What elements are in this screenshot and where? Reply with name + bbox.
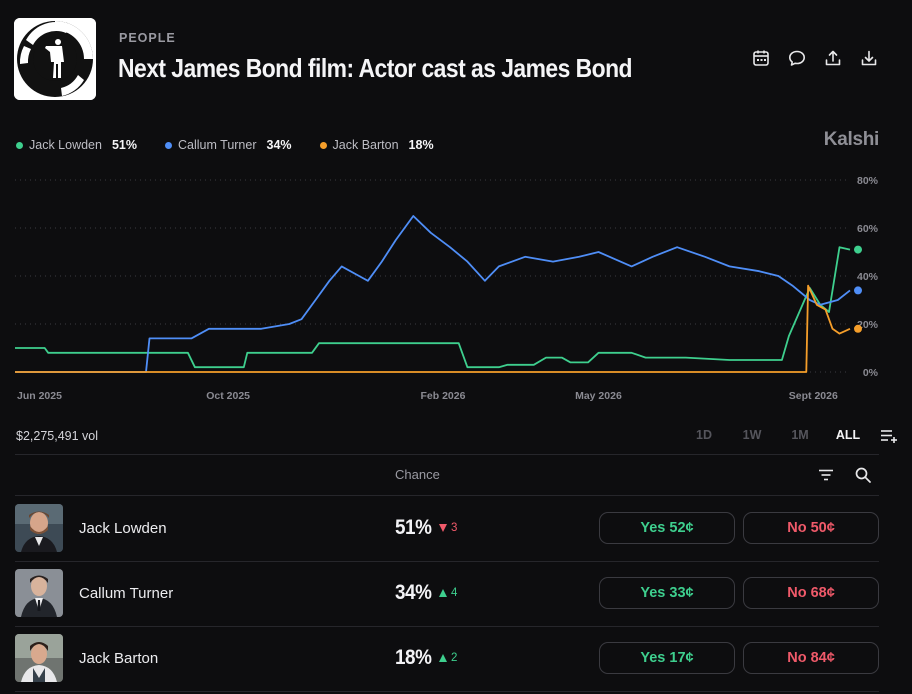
share-icon[interactable] xyxy=(824,49,842,67)
range-all[interactable]: ALL xyxy=(835,428,861,442)
market-title: Next James Bond film: Actor cast as Jame… xyxy=(118,53,633,83)
triangle-down-icon xyxy=(439,524,447,532)
y-tick-label: 60% xyxy=(857,223,879,235)
market-logo xyxy=(14,18,96,100)
legend-dot xyxy=(16,141,23,149)
series-end-point xyxy=(854,286,862,295)
legend-value: 34% xyxy=(266,138,292,152)
series-line-jack-barton xyxy=(15,284,851,373)
header-actions xyxy=(752,49,878,67)
y-tick-label: 40% xyxy=(857,271,879,283)
range-1m[interactable]: 1M xyxy=(791,428,809,442)
triangle-up-icon xyxy=(439,589,447,597)
series-end-point xyxy=(854,245,862,254)
legend-item-jack-lowden[interactable]: Jack Lowden 51% xyxy=(16,138,137,152)
x-tick-label: Jun 2025 xyxy=(17,390,62,402)
kalshi-brand-logo: Kalshi xyxy=(823,129,880,150)
calendar-icon[interactable] xyxy=(752,49,770,67)
outcome-name: Jack Lowden xyxy=(79,520,167,537)
sort-icon[interactable] xyxy=(818,468,834,482)
legend-value: 51% xyxy=(111,138,137,152)
chance-change-value: 3 xyxy=(451,522,458,534)
legend-name: Jack Barton xyxy=(332,138,399,152)
chance-change: 4 xyxy=(439,587,457,599)
buy-yes-button[interactable]: Yes 52¢ xyxy=(599,512,735,544)
market-category: PEOPLE xyxy=(119,31,176,45)
legend-name: Callum Turner xyxy=(178,138,257,152)
x-tick-label: Feb 2026 xyxy=(421,390,466,402)
table-row[interactable]: Callum Turner 34% 4 Yes 33¢ No 68¢ xyxy=(15,561,879,626)
divider xyxy=(15,454,879,455)
x-tick-label: Oct 2025 xyxy=(206,390,250,402)
legend-item-callum-turner[interactable]: Callum Turner 34% xyxy=(165,138,292,152)
download-icon[interactable] xyxy=(860,49,878,67)
avatar xyxy=(15,504,63,552)
avatar xyxy=(15,569,63,617)
series-line-jack-lowden xyxy=(15,246,851,369)
triangle-up-icon xyxy=(439,654,447,662)
avatar-portrait-icon xyxy=(15,569,63,617)
chance-change-value: 2 xyxy=(451,652,458,664)
divider xyxy=(15,495,879,496)
chance-change: 2 xyxy=(439,652,457,664)
y-tick-label: 20% xyxy=(857,319,879,331)
gun-barrel-logo-icon xyxy=(14,18,96,100)
chance-column-header: Chance xyxy=(395,467,440,482)
market-header: PEOPLE Next James Bond film: Actor cast … xyxy=(14,18,898,100)
avatar xyxy=(15,634,63,682)
chance-change: 3 xyxy=(439,522,457,534)
series-line-callum-turner xyxy=(15,215,851,373)
range-1w[interactable]: 1W xyxy=(742,428,762,442)
outcome-name: Callum Turner xyxy=(79,585,174,602)
time-range-selector: 1D 1W 1M ALL xyxy=(680,428,872,442)
series-end-point xyxy=(854,324,862,333)
divider xyxy=(15,626,879,627)
avatar-portrait-icon xyxy=(15,504,63,552)
legend-name: Jack Lowden xyxy=(29,138,102,152)
chart-legend: Jack Lowden 51% Callum Turner 34% Jack B… xyxy=(16,138,434,152)
add-to-list-icon[interactable] xyxy=(880,428,898,444)
divider xyxy=(15,691,879,692)
divider xyxy=(15,561,879,562)
legend-dot xyxy=(319,141,327,149)
x-tick-label: Sept 2026 xyxy=(789,390,838,402)
avatar-portrait-icon xyxy=(15,634,63,682)
table-row[interactable]: Jack Lowden 51% 3 Yes 52¢ No 50¢ xyxy=(15,496,879,561)
market-volume: $2,275,491 vol xyxy=(16,429,99,443)
legend-value: 18% xyxy=(408,138,434,152)
chance-change-value: 4 xyxy=(451,587,458,599)
outcome-chance: 18% xyxy=(395,646,432,669)
outcome-chance: 51% xyxy=(395,516,432,539)
search-icon[interactable] xyxy=(855,467,871,483)
range-1d[interactable]: 1D xyxy=(696,428,712,442)
buy-yes-button[interactable]: Yes 17¢ xyxy=(599,642,735,674)
y-tick-label: 0% xyxy=(863,367,879,379)
table-row[interactable]: Jack Barton 18% 2 Yes 17¢ No 84¢ xyxy=(15,626,879,691)
x-tick-label: May 2026 xyxy=(575,390,622,402)
outcome-name: Jack Barton xyxy=(79,650,159,667)
outcome-chance: 34% xyxy=(395,581,432,604)
buy-no-button[interactable]: No 84¢ xyxy=(743,642,879,674)
buy-yes-button[interactable]: Yes 33¢ xyxy=(599,577,735,609)
y-tick-label: 80% xyxy=(857,175,879,187)
buy-no-button[interactable]: No 68¢ xyxy=(743,577,879,609)
legend-item-jack-barton[interactable]: Jack Barton 18% xyxy=(319,138,434,152)
comment-icon[interactable] xyxy=(788,49,806,67)
legend-dot xyxy=(165,141,172,149)
buy-no-button[interactable]: No 50¢ xyxy=(743,512,879,544)
price-history-chart[interactable]: 80% 60% 40% 20% 0% Jun 2025 Oct 2025 Feb 2026 Ma… xyxy=(0,168,912,413)
